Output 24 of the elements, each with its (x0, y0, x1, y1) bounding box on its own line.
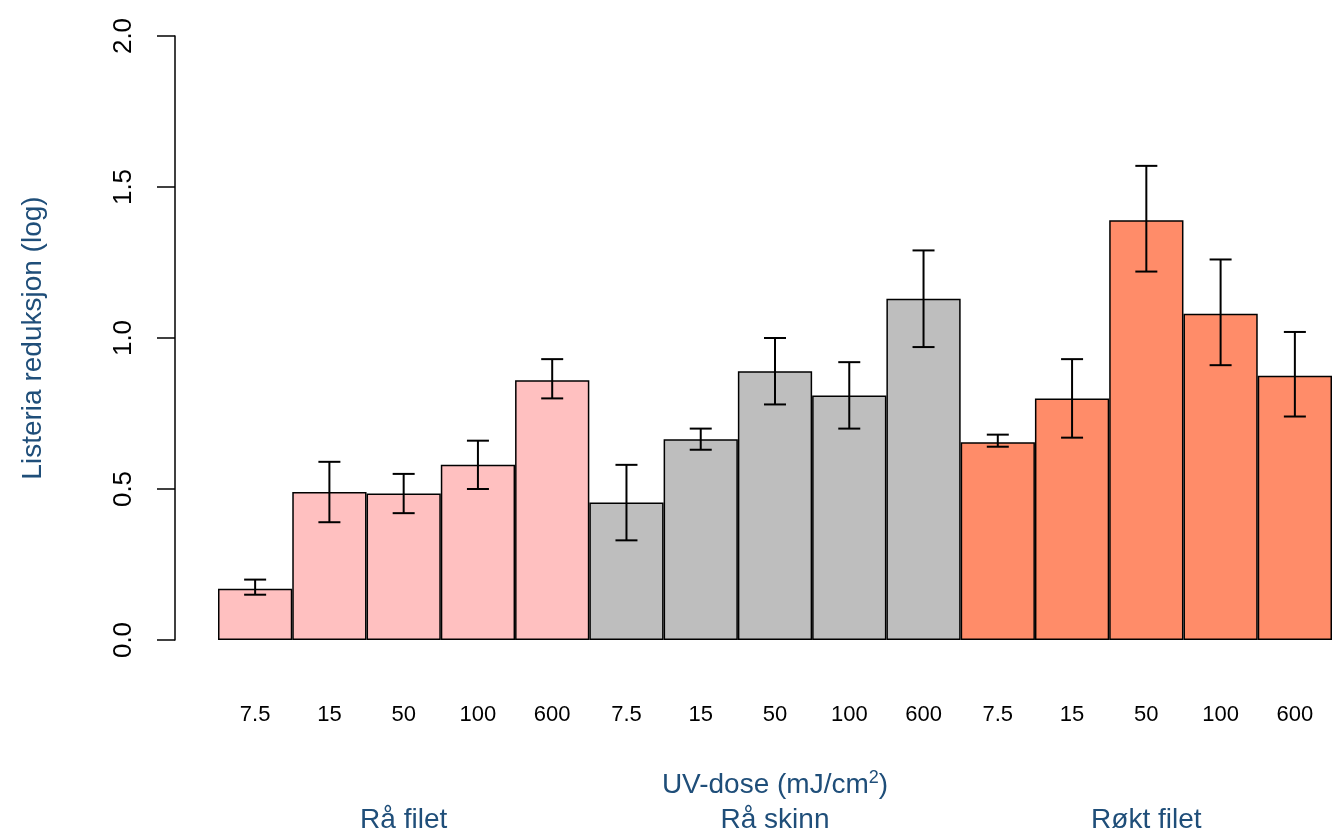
x-tick-label: 600 (533, 700, 571, 726)
x-tick-label: 7.5 (239, 700, 271, 726)
y-tick-label: 1.5 (107, 168, 137, 206)
x-tick-label: 15 (1059, 700, 1085, 726)
x-tick-label: 15 (688, 700, 713, 726)
y-tick-label: 0.0 (107, 621, 137, 659)
y-tick-label: 2.0 (107, 17, 137, 55)
text: Røkt filet (1091, 802, 1202, 834)
x-tick-label: 7.5 (982, 700, 1014, 726)
text: Rå skinn (720, 802, 830, 834)
x-tick-label: 100 (1202, 700, 1239, 726)
y-tick-label: 1.0 (107, 319, 137, 357)
x-tick-label: 100 (459, 700, 497, 726)
text: Rå filet (360, 802, 448, 834)
x-tick-label: 15 (317, 700, 342, 726)
y-tick-label: 0.5 (107, 470, 137, 508)
x-tick-label: 600 (1276, 700, 1314, 726)
y-axis-title: Listeria reduksjon (log) (15, 196, 47, 480)
x-tick-label: 600 (905, 700, 942, 726)
x-tick-label: 50 (391, 700, 416, 726)
x-tick-label: 50 (1134, 700, 1159, 726)
x-tick-label: 50 (762, 700, 788, 726)
x-tick-label: 100 (830, 700, 868, 726)
x-tick-label: 7.5 (611, 700, 642, 726)
